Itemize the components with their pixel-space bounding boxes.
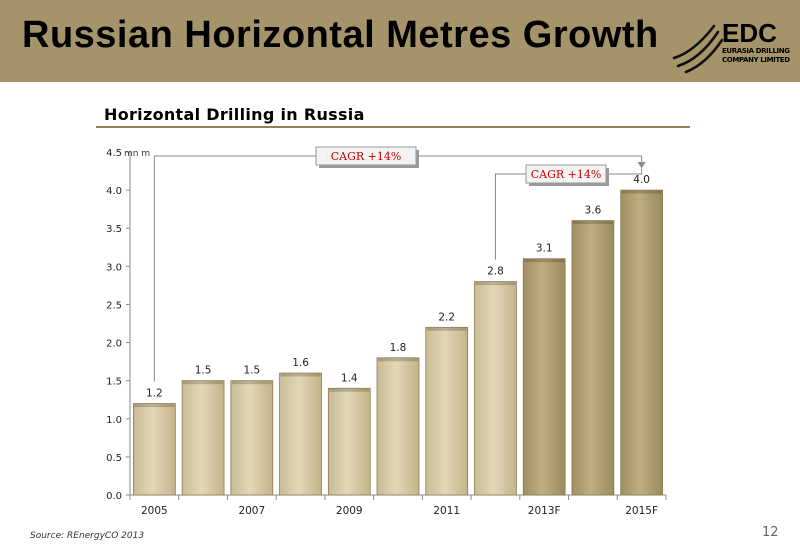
data-label-2007: 1.5 [243,365,260,377]
bar-top-bevel [231,381,272,385]
bar-top-bevel [378,358,418,362]
page-title: Russian Horizontal Metres Growth [22,14,659,56]
drill-swoosh-icon [672,24,724,74]
title-underline [96,126,690,128]
cagr-label: CAGR +14% [331,150,402,163]
bar-2013F [522,258,566,496]
x-tick-label: 2015F [625,505,658,517]
y-axis-label: mn m [124,149,150,159]
y-tick-label: 3.5 [106,224,122,235]
y-tick-label: 0.0 [106,491,122,502]
cagr-label: CAGR +14% [531,168,602,181]
data-label-2006: 1.5 [195,365,212,377]
chart-title: Horizontal Drilling in Russia [104,105,365,124]
bar-2015F [620,189,663,496]
x-tick-label: 2013F [528,505,561,517]
y-tick-label: 3.0 [106,262,122,273]
x-tick-label: 2009 [336,505,363,517]
arrow-head-icon [637,162,646,169]
bar-2009 [327,387,371,496]
logo-line1: EURASIA DRILLING [722,47,790,55]
data-label-2009: 1.4 [341,372,358,384]
data-label-2008: 1.6 [292,357,309,369]
cagr-box [315,146,417,166]
header-bar: Russian Horizontal Metres Growth EDC EUR… [0,0,800,82]
y-tick-label: 4.0 [106,186,122,197]
bar-top-bevel [524,259,565,263]
logo-text: EDC [722,18,777,48]
cagr-annotations: CAGR +14% CAGR +14% [153,146,646,382]
bar-2005 [133,403,176,496]
bar-top-bevel [426,327,467,331]
bar-2006 [181,380,225,496]
y-tick-label: 2.5 [106,300,122,311]
x-tick-label: 2011 [433,505,460,517]
data-label-2014F: 3.6 [585,205,602,217]
bar-2014F [571,220,615,496]
data-labels: 1.2 1.5 1.5 1.6 1.4 1.8 2.2 2.8 3.1 3.6 4.0 [146,174,650,399]
bar-2012 [474,281,517,496]
logo-line2: COMPANY LIMITED [722,56,790,64]
bar-top-bevel [572,221,613,225]
bar-2011 [425,326,469,496]
data-label-2010: 1.8 [390,342,407,354]
bar-top-bevel [183,381,224,385]
bars [133,189,663,496]
bar-top-bevel [329,388,370,392]
y-tick-label: 4.5 [106,148,122,159]
bar-2010 [376,357,420,496]
bar-top-bevel [475,282,516,286]
source-note: Source: REnergyCO 2013 [30,531,145,541]
x-tick-label: 2007 [238,505,265,517]
data-label-2013F: 3.1 [536,243,553,255]
y-tick-label: 1.0 [106,415,122,426]
bar-top-bevel [280,373,321,377]
data-label-2012: 2.8 [487,266,504,278]
bar-2007 [230,380,274,496]
y-tick-label: 2.0 [106,339,122,350]
x-axis: 2005 2007 2009 2011 2013F 2015F [129,494,667,517]
data-label-2011: 2.2 [438,311,455,323]
x-tick-label: 2005 [141,505,168,517]
bar-top-bevel [134,404,175,408]
page-number: 12 [762,525,779,540]
bar-2008 [279,372,322,496]
y-tick-label: 0.5 [106,453,122,464]
data-label-2005: 1.2 [146,388,163,400]
bar-top-bevel [621,190,662,194]
cagr-box [525,164,607,184]
data-label-2015F: 4.0 [633,174,650,186]
y-tick-label: 1.5 [106,377,122,388]
edc-logo: EDC EURASIA DRILLING COMPANY LIMITED [672,18,790,74]
y-axis: 0.0 0.5 1.0 1.5 2.0 2.5 3.0 3.5 4.0 4.5 [106,148,131,502]
